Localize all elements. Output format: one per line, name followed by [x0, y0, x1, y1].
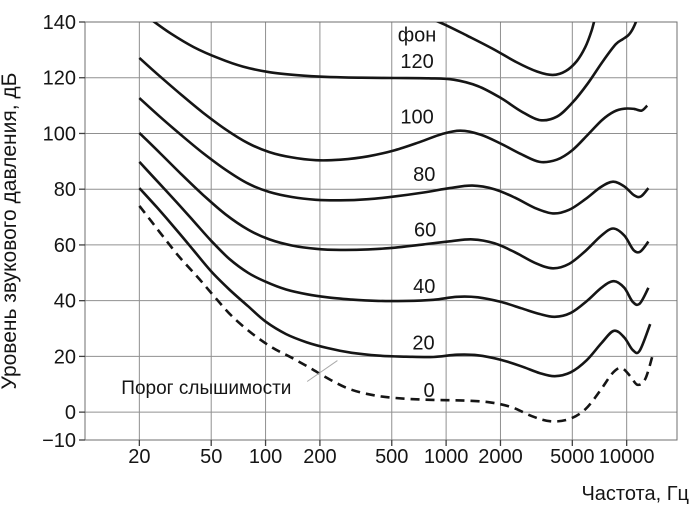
- curve-20: [138, 187, 652, 378]
- curve-label-100: 100: [400, 107, 433, 129]
- threshold-leader-line: [306, 360, 338, 382]
- x-axis-title: Частота, Гц: [581, 483, 689, 505]
- curve-140-unlabeled: [435, 22, 596, 77]
- x-tick-label-10000: 10000: [599, 446, 655, 468]
- curve-label-0: 0: [424, 380, 435, 402]
- x-tick-label-1000: 1000: [424, 446, 469, 468]
- plot-frame: [84, 21, 678, 441]
- y-tick-label-40: 40: [54, 291, 76, 313]
- x-tick-label-200: 200: [303, 446, 336, 468]
- y-tick-label-100: 100: [43, 123, 76, 145]
- curve-40: [138, 161, 650, 319]
- threshold-of-hearing-label: Порог слышимости: [121, 378, 291, 399]
- y-tick-label-120: 120: [43, 68, 76, 90]
- loudness-curves: [138, 22, 655, 423]
- axis-tick-labels: 20 50 100 200 500 1000 2000 5000 100001401201008…: [42, 12, 654, 468]
- y-tick-label-0: 0: [65, 402, 76, 424]
- curve-60: [138, 131, 650, 270]
- curve-100: [138, 56, 649, 164]
- x-tick-label-20: 20: [128, 446, 150, 468]
- y-tick-label-60: 60: [54, 235, 76, 257]
- y-tick-label-80: 80: [54, 179, 76, 201]
- x-tick-label-50: 50: [200, 446, 222, 468]
- curve-80: [138, 97, 650, 215]
- phon-unit-label: фон: [398, 25, 437, 47]
- curve-label-60: 60: [414, 220, 436, 242]
- x-tick-label-2000: 2000: [478, 446, 523, 468]
- y-tick-label--10: −10: [42, 430, 76, 452]
- curve-label-120: 120: [400, 51, 433, 73]
- curve-label-20: 20: [412, 332, 434, 354]
- x-tick-label-100: 100: [249, 446, 282, 468]
- y-axis-title: Уровень звукового давления, дБ: [0, 73, 21, 390]
- x-tick-label-500: 500: [375, 446, 408, 468]
- curve-0: [138, 205, 655, 423]
- y-tick-label-20: 20: [54, 346, 76, 368]
- y-tick-label-140: 140: [43, 12, 76, 34]
- curve-phon-labels: фон 120 100 80 60 40 20 0 Порог слышимости: [121, 25, 436, 402]
- axis-tick-marks: [79, 21, 628, 446]
- curve-label-80: 80: [413, 164, 435, 186]
- x-tick-label-5000: 5000: [550, 446, 595, 468]
- curve-120: [152, 22, 638, 122]
- curve-label-40: 40: [413, 276, 435, 298]
